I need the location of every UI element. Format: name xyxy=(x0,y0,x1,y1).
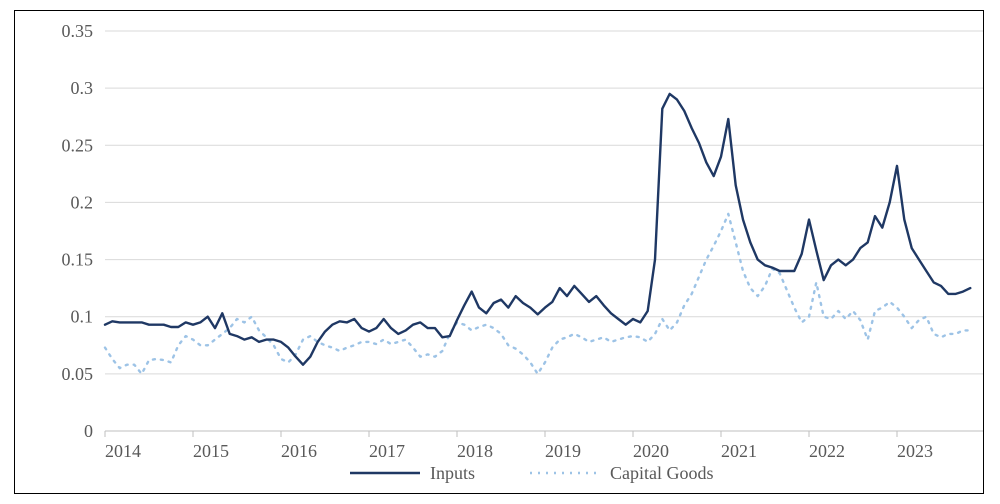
x-tick-label: 2015 xyxy=(193,441,229,461)
legend-label-capital_goods: Capital Goods xyxy=(610,463,714,483)
chart-frame: 0 0.05 0.1 0.15 0.2 0.25 0.3 0.35 2014 2015 2016 20… xyxy=(14,10,984,494)
legend-label-inputs: Inputs xyxy=(430,463,475,483)
x-tick-label: 2014 xyxy=(105,441,141,461)
x-tick-label: 2022 xyxy=(809,441,845,461)
x-tick-label: 2019 xyxy=(545,441,581,461)
x-tick-label: 2016 xyxy=(281,441,317,461)
y-tick-label: 0 xyxy=(84,421,93,441)
y-tick-label: 0.1 xyxy=(71,307,94,327)
y-tick-label: 0.05 xyxy=(62,364,94,384)
x-tick-label: 2020 xyxy=(633,441,669,461)
x-tick-label: 2018 xyxy=(457,441,493,461)
y-tick-label: 0.15 xyxy=(62,250,94,270)
series-inputs xyxy=(105,94,970,365)
x-tick-label: 2023 xyxy=(897,441,933,461)
series-capital_goods xyxy=(105,214,970,374)
y-tick-label: 0.35 xyxy=(62,21,94,41)
y-tick-label: 0.2 xyxy=(71,192,94,212)
y-tick-label: 0.3 xyxy=(71,78,94,98)
line-chart: 0 0.05 0.1 0.15 0.2 0.25 0.3 0.35 2014 2015 2016 20… xyxy=(15,11,983,493)
x-tick-label: 2017 xyxy=(369,441,405,461)
x-tick-label: 2021 xyxy=(721,441,757,461)
y-tick-label: 0.25 xyxy=(62,135,94,155)
